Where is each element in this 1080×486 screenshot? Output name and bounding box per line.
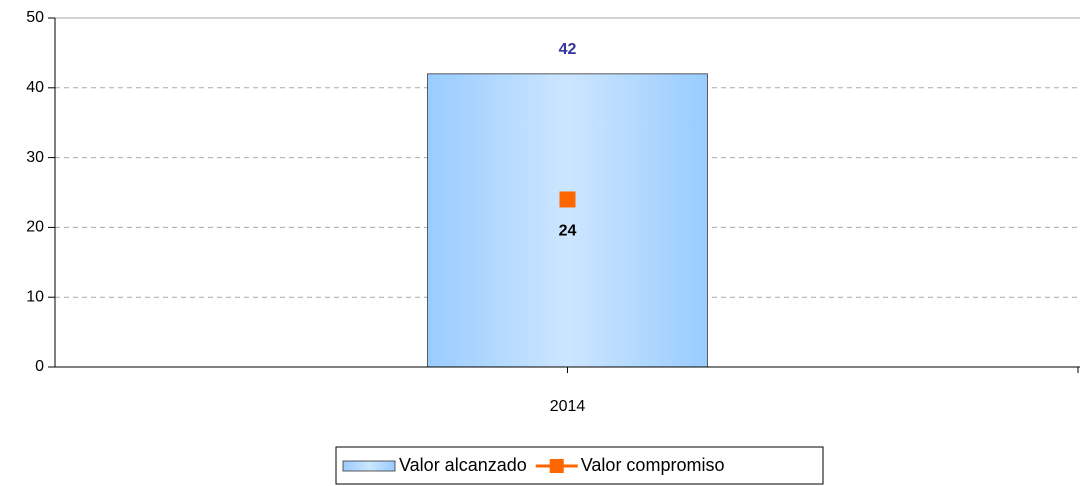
line-marker — [559, 191, 576, 208]
y-tick-label: 20 — [26, 219, 44, 236]
y-tick-label: 40 — [26, 79, 44, 96]
marks — [427, 73, 708, 368]
y-tick-label: 10 — [26, 288, 44, 305]
legend-label: Valor alcanzado — [399, 455, 527, 475]
y-tick-label: 30 — [26, 149, 44, 166]
data-label: 42 — [559, 41, 577, 58]
bar — [427, 73, 708, 368]
y-tick-label: 50 — [26, 9, 44, 26]
x-tick-label: 2014 — [550, 398, 586, 415]
y-tick-label: 0 — [35, 358, 44, 375]
legend-swatch — [549, 459, 564, 473]
legend-label: Valor compromiso — [581, 455, 725, 475]
grid — [55, 17, 1080, 298]
legend-box — [335, 446, 824, 485]
data-label: 24 — [559, 223, 577, 240]
legend-swatch — [342, 460, 396, 472]
